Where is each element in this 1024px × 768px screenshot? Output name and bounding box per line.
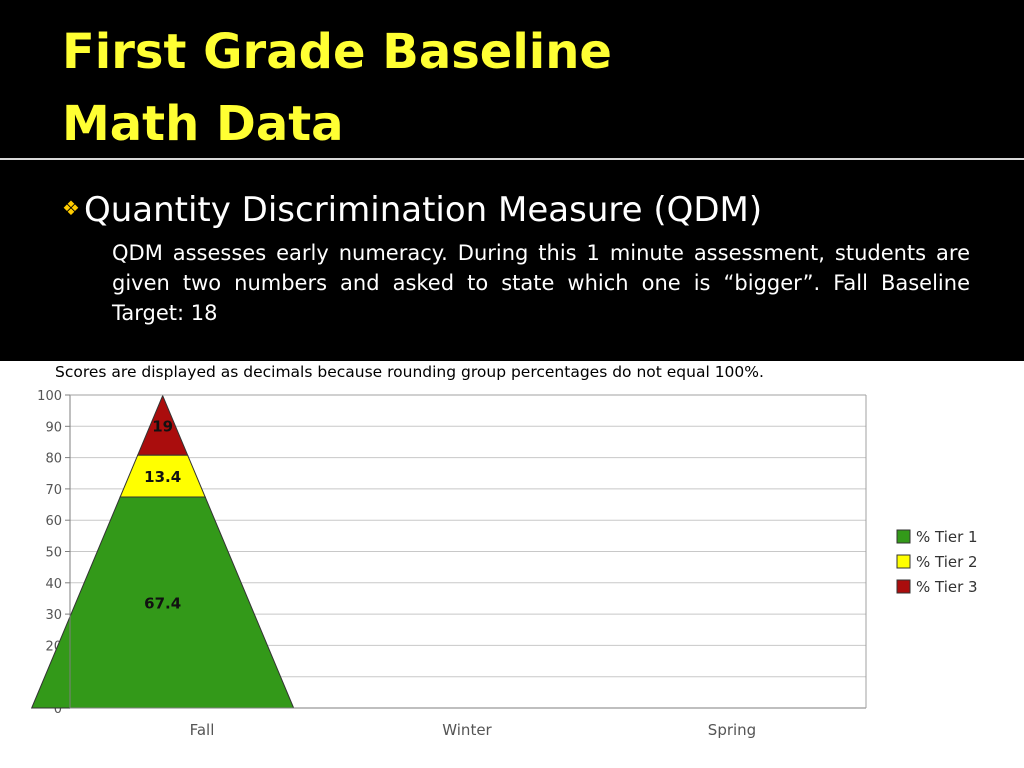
y-tick-label: 80 — [45, 452, 62, 467]
x-tick-label: Spring — [708, 721, 756, 739]
chart-note: Scores are displayed as decimals because… — [55, 363, 764, 381]
x-tick-label: Fall — [190, 721, 215, 739]
y-tick-label: 40 — [45, 577, 62, 592]
slide-content: ❖ Quantity Discrimination Measure (QDM) Q… — [0, 162, 1024, 768]
tier-chart: 010203040506070809010067.413.419FallWint… — [30, 389, 978, 739]
bullet-row: ❖ Quantity Discrimination Measure (QDM) — [62, 190, 762, 230]
diamond-bullet-icon: ❖ — [62, 196, 80, 220]
measure-description: QDM assesses early numeracy. During this… — [112, 241, 970, 325]
title-divider — [0, 158, 1024, 160]
legend-swatch — [896, 579, 911, 594]
legend-swatch — [896, 529, 911, 544]
legend-swatch — [896, 554, 911, 569]
y-tick-label: 60 — [45, 514, 62, 529]
y-tick-label: 30 — [45, 608, 62, 623]
y-tick-label: 90 — [45, 420, 62, 435]
y-tick-label: 100 — [37, 389, 62, 404]
legend-label: % Tier 1 — [916, 528, 978, 546]
data-label: 19 — [152, 417, 173, 435]
chart-area: Scores are displayed as decimals because… — [0, 361, 1024, 768]
data-label: 67.4 — [144, 595, 181, 613]
slide-title-line-1: First Grade Baseline — [62, 24, 612, 80]
data-label: 13.4 — [144, 468, 181, 486]
y-tick-label: 50 — [45, 546, 62, 561]
pyramid-segment--tier-3 — [136, 394, 189, 456]
y-tick-label: 0 — [54, 702, 62, 717]
legend-label: % Tier 3 — [916, 578, 978, 596]
x-tick-label: Winter — [442, 721, 492, 739]
slide-title-line-2: Math Data — [62, 96, 344, 152]
y-tick-label: 70 — [45, 483, 62, 498]
bullet-heading: Quantity Discrimination Measure (QDM) — [83, 190, 763, 230]
title-bar: First Grade Baseline Math Data — [0, 0, 1024, 157]
legend-label: % Tier 2 — [916, 553, 978, 571]
